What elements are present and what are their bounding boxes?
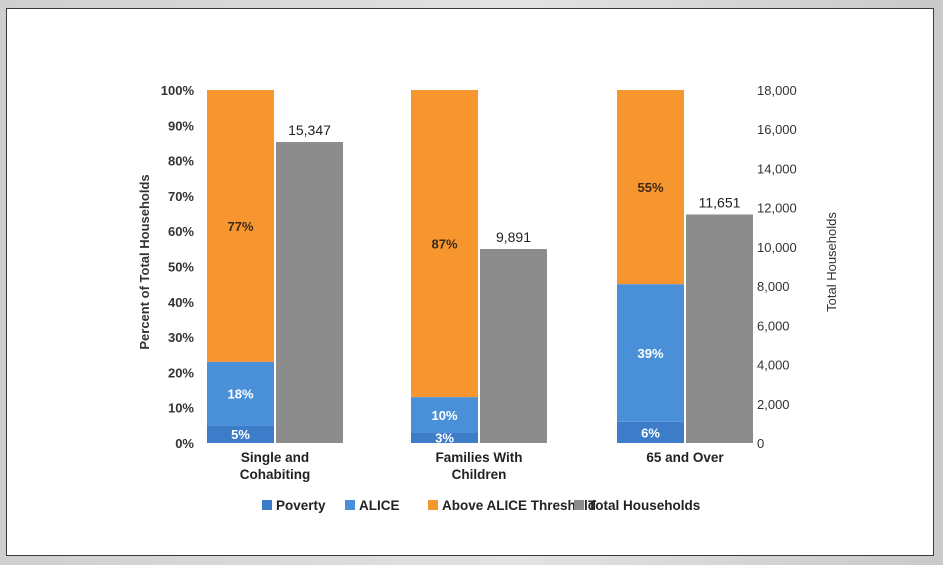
bar-alice — [207, 361, 274, 426]
legend-label: Above ALICE Threshold — [442, 498, 596, 513]
data-label: 39% — [637, 346, 663, 361]
y-tick-label: 20% — [168, 365, 194, 380]
y-tick-label: 30% — [168, 330, 194, 345]
data-label: 55% — [637, 180, 663, 195]
y-axis-right-title: Total Households — [824, 212, 839, 312]
legend-swatch — [345, 500, 355, 510]
y-right-tick-label: 10,000 — [757, 240, 797, 255]
y-right-tick-label: 16,000 — [757, 122, 797, 137]
y-tick-label: 10% — [168, 401, 194, 416]
data-label: 5% — [231, 427, 250, 442]
y-tick-label: 40% — [168, 295, 194, 310]
y-right-tick-label: 4,000 — [757, 358, 790, 373]
y-right-tick-label: 2,000 — [757, 397, 790, 412]
y-tick-label: 0% — [175, 436, 194, 451]
total-data-label: 11,651 — [699, 195, 741, 211]
bar-alice — [617, 284, 684, 422]
bar-poverty — [617, 421, 684, 443]
y-right-tick-label: 12,000 — [757, 201, 797, 216]
y-tick-label: 90% — [168, 118, 194, 133]
y-right-tick-label: 14,000 — [757, 161, 797, 176]
y-tick-label: 80% — [168, 154, 194, 169]
category-label: Cohabiting — [240, 467, 311, 482]
y-axis-title: Percent of Total Households — [137, 174, 152, 349]
total-data-label: 9,891 — [496, 229, 531, 245]
legend-label: ALICE — [359, 498, 400, 513]
bar-total-households — [480, 249, 547, 443]
data-label: 18% — [227, 387, 253, 402]
category-label: Children — [452, 467, 507, 482]
data-label: 87% — [431, 237, 457, 252]
bar-above-alice-threshold — [207, 90, 274, 362]
data-label: 10% — [431, 408, 457, 423]
data-label: 6% — [641, 425, 660, 440]
data-label: 3% — [435, 431, 454, 446]
y-right-tick-label: 0 — [757, 436, 764, 451]
category-label: Single and — [241, 450, 309, 465]
y-tick-label: 100% — [161, 83, 195, 98]
bar-above-alice-threshold — [617, 90, 684, 285]
bar-above-alice-threshold — [411, 90, 478, 398]
y-tick-label: 60% — [168, 224, 194, 239]
y-tick-label: 70% — [168, 189, 194, 204]
legend-label: Poverty — [276, 498, 326, 513]
y-tick-label: 50% — [168, 260, 194, 275]
bar-alice — [411, 397, 478, 433]
bar-poverty — [207, 425, 274, 443]
legend-label: Total Households — [588, 498, 700, 513]
legend-swatch — [574, 500, 584, 510]
y-right-tick-label: 18,000 — [757, 83, 797, 98]
total-data-label: 15,347 — [288, 122, 331, 138]
legend-swatch — [262, 500, 272, 510]
data-label: 77% — [227, 219, 253, 234]
legend-swatch — [428, 500, 438, 510]
y-right-tick-label: 8,000 — [757, 279, 790, 294]
category-label: Families With — [436, 450, 523, 465]
y-right-tick-label: 6,000 — [757, 318, 790, 333]
category-label: 65 and Over — [646, 450, 724, 465]
bar-total-households — [686, 214, 753, 443]
bar-poverty — [411, 432, 478, 443]
bar-total-households — [276, 142, 343, 444]
